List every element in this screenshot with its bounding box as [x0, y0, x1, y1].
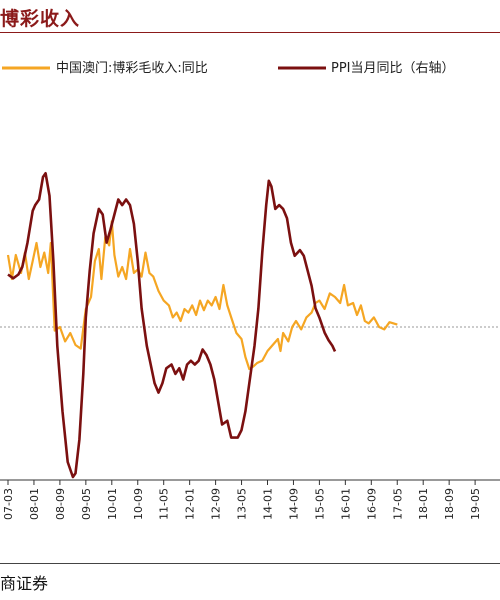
x-tick-label: 11-05: [158, 488, 171, 520]
x-tick-label: 19-05: [469, 488, 482, 520]
x-tick-label: 14-09: [287, 488, 300, 520]
source-label: 商证券: [0, 574, 49, 593]
legend: 中国澳门:博彩毛收入:同比 PPI当月同比（右轴）: [2, 60, 455, 76]
legend-label-ppi: PPI当月同比（右轴）: [331, 61, 455, 76]
series-line-ppi: [7, 172, 337, 479]
x-tick-label: 07-03: [2, 488, 15, 520]
x-tick-label: 17-05: [391, 488, 404, 520]
series-line-gaming-revenue: [6, 220, 398, 371]
x-tick-label: 13-05: [236, 488, 249, 520]
x-tick-label: 08-01: [28, 488, 41, 520]
x-axis-ticks: 07-03 08-01 08-09 09-05 10-01 10-09 11-05 12-01…: [2, 480, 482, 520]
x-tick-label: 18-01: [417, 488, 430, 520]
x-tick-label: 10-09: [132, 488, 145, 520]
x-tick-label: 14-01: [262, 488, 275, 520]
x-tick-label: 12-09: [210, 488, 223, 520]
x-tick-label: 16-09: [365, 488, 378, 520]
x-tick-label: 12-01: [184, 488, 197, 520]
bottom-divider: [0, 563, 500, 564]
x-tick-label: 16-01: [339, 488, 352, 520]
x-tick-label: 10-01: [106, 488, 119, 520]
x-tick-label: 15-05: [313, 488, 326, 520]
legend-label-gaming: 中国澳门:博彩毛收入:同比: [56, 60, 208, 76]
x-tick-label: 08-09: [54, 488, 67, 520]
page-title: 博彩收入: [0, 8, 81, 30]
x-tick-label: 09-05: [80, 488, 93, 520]
x-tick-label: 18-09: [443, 488, 456, 520]
series-lines: [6, 172, 398, 479]
title-divider: [0, 32, 500, 33]
